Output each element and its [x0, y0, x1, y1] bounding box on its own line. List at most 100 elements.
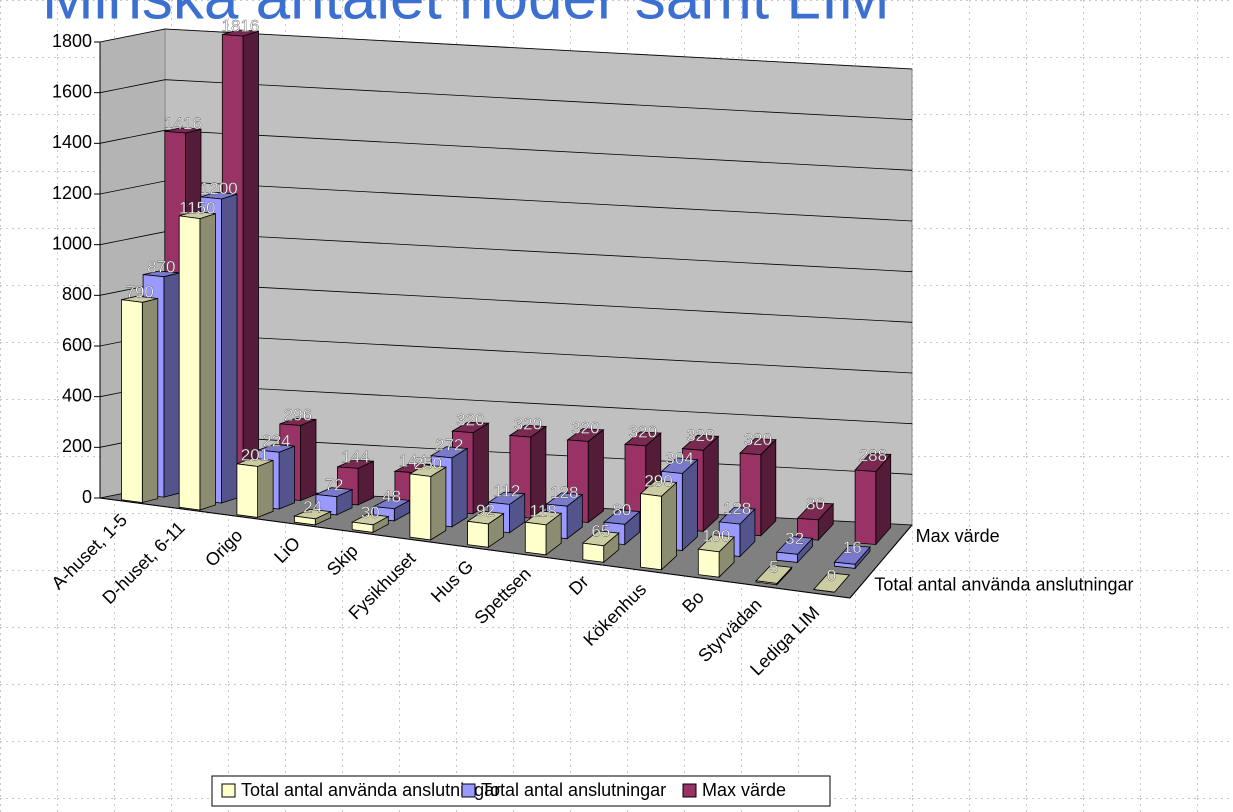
legend-label: Total antal anslutningar — [481, 780, 666, 800]
bar — [796, 502, 835, 542]
bar-side — [199, 213, 216, 511]
bar-front — [467, 520, 489, 548]
bar — [178, 210, 216, 511]
value-label: 112 — [493, 482, 520, 501]
y-tick-label: 1000 — [52, 233, 92, 253]
bar-front — [813, 589, 835, 593]
bar — [408, 464, 448, 541]
value-label: 72 — [325, 476, 344, 495]
legend-swatch — [461, 783, 476, 798]
value-label: 100 — [702, 527, 730, 546]
bar-front — [294, 515, 316, 526]
bar-side — [681, 458, 698, 552]
y-tick-label: 200 — [62, 436, 92, 456]
x-axis — [99, 497, 851, 599]
bar-front — [351, 521, 374, 533]
bar-front — [854, 469, 877, 545]
value-label: 201 — [241, 446, 269, 465]
value-label: 92 — [476, 501, 495, 520]
bar-front — [582, 542, 605, 563]
value-label: 118 — [530, 501, 557, 520]
value-label: 30 — [361, 503, 380, 522]
bar — [833, 544, 871, 570]
depth-label: Max värde — [916, 526, 1000, 546]
bar — [350, 513, 390, 534]
chart-title: Minska antalet noder samt LIM — [42, 0, 890, 32]
bar-side — [587, 428, 604, 524]
bar — [466, 510, 505, 549]
depth-label: Total antal använda anslutningar — [874, 575, 1133, 595]
bar-side — [242, 30, 259, 497]
bar — [487, 491, 526, 534]
value-label: 290 — [644, 472, 672, 491]
value-label: 224 — [262, 432, 290, 451]
y-tick-label: 1200 — [52, 183, 92, 203]
bar-front — [834, 561, 856, 569]
bar-side — [760, 438, 777, 537]
bar-side — [661, 481, 677, 571]
bar-side — [163, 272, 180, 498]
depth-axis — [849, 524, 913, 599]
bar — [639, 479, 678, 571]
bar-front — [178, 215, 201, 511]
y-tick-label: 800 — [62, 284, 92, 304]
grid-line — [99, 129, 913, 171]
value-label: 790 — [125, 283, 153, 302]
legend-swatch — [221, 783, 236, 798]
value-label: 32 — [785, 529, 804, 548]
y-tick-label: 600 — [62, 335, 92, 355]
bar-side — [278, 445, 295, 510]
value-label: 80 — [806, 495, 825, 514]
bar — [775, 536, 814, 564]
value-label: 320 — [514, 415, 542, 434]
value-label: 144 — [399, 451, 427, 470]
bar-front — [755, 580, 778, 586]
value-label: 128 — [723, 499, 751, 518]
grid-line — [99, 28, 913, 70]
value-label: 320 — [571, 418, 599, 437]
bar-front — [524, 521, 547, 556]
value-label: 16 — [843, 538, 862, 557]
value-label: 320 — [686, 426, 714, 445]
bar — [697, 534, 735, 579]
legend-label: Total antal använda anslutningar — [241, 780, 500, 800]
value-label: 80 — [612, 500, 631, 519]
value-label: 1816 — [222, 16, 260, 35]
grid-line — [99, 79, 913, 121]
value-label: 304 — [665, 449, 693, 468]
value-label: 128 — [550, 483, 578, 502]
bar — [854, 452, 892, 546]
bar — [812, 572, 851, 593]
value-label: 0 — [827, 566, 836, 585]
bar — [524, 510, 563, 556]
value-label: 24 — [303, 497, 322, 516]
value-label: 1150 — [179, 198, 216, 217]
value-label: 144 — [341, 448, 369, 467]
value-label: 870 — [147, 257, 175, 276]
bar-side — [300, 418, 317, 502]
value-label: 48 — [382, 487, 401, 506]
value-label: 272 — [435, 436, 463, 455]
value-label: 5 — [769, 558, 778, 577]
value-label: 1416 — [164, 114, 202, 133]
value-label: 250 — [414, 454, 442, 473]
y-tick-label: 0 — [82, 487, 92, 507]
value-label: 320 — [456, 411, 484, 430]
bar-side — [430, 466, 447, 541]
legend-swatch — [682, 783, 697, 798]
bar-front — [776, 551, 798, 563]
bar — [581, 530, 620, 564]
y-tick-label: 1400 — [52, 132, 92, 152]
bar — [314, 487, 354, 516]
bar-side — [451, 447, 468, 528]
bar — [121, 295, 159, 504]
bar-side — [221, 193, 238, 504]
value-label: 296 — [284, 405, 312, 424]
bar-side — [257, 459, 274, 518]
value-label: 288 — [859, 446, 887, 465]
bar — [236, 457, 274, 518]
value-label: 320 — [744, 430, 772, 449]
